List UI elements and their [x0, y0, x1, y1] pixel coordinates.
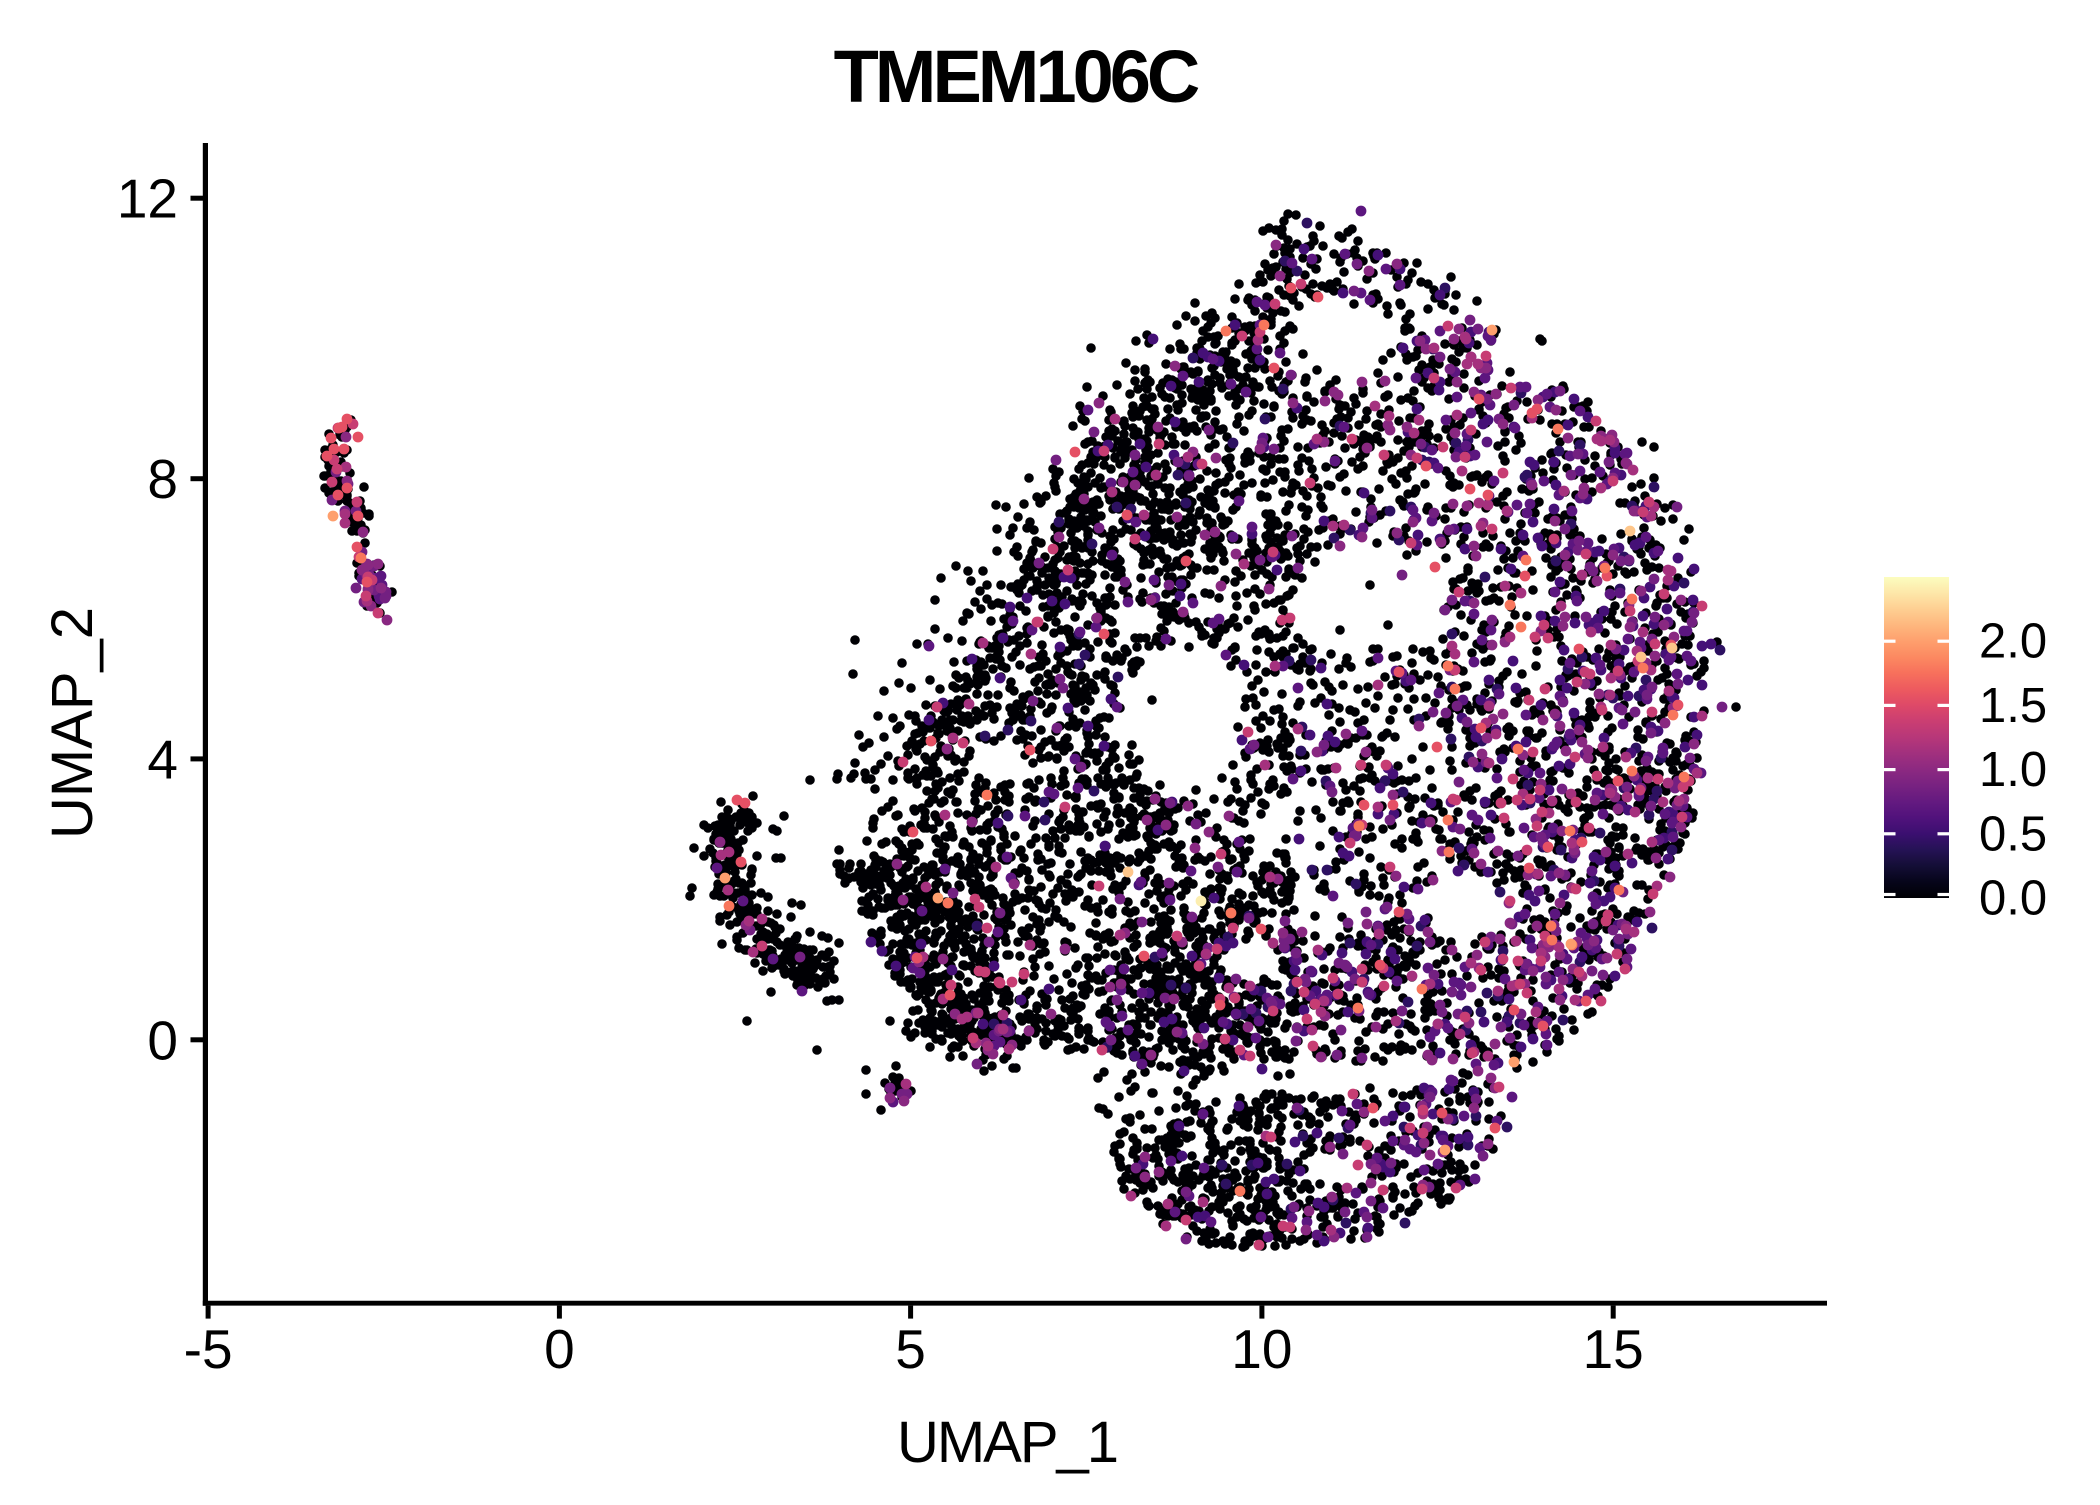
svg-text:2.0: 2.0: [1979, 615, 2047, 669]
svg-text:0.0: 0.0: [1979, 872, 2047, 926]
svg-text:UMAP_1: UMAP_1: [897, 1410, 1117, 1475]
svg-text:0: 0: [544, 1318, 575, 1380]
svg-text:0: 0: [147, 1009, 178, 1071]
svg-text:1.0: 1.0: [1979, 743, 2047, 797]
svg-text:4: 4: [147, 728, 178, 790]
svg-text:UMAP_2: UMAP_2: [40, 607, 105, 839]
svg-text:5: 5: [895, 1318, 926, 1380]
svg-text:10: 10: [1231, 1318, 1292, 1380]
svg-text:1.5: 1.5: [1979, 679, 2047, 733]
svg-text:12: 12: [117, 168, 178, 230]
svg-text:0.5: 0.5: [1979, 807, 2047, 861]
svg-text:8: 8: [147, 448, 178, 510]
svg-text:15: 15: [1583, 1318, 1644, 1380]
svg-text:TMEM106C: TMEM106C: [834, 35, 1199, 118]
svg-text:-5: -5: [184, 1318, 233, 1380]
